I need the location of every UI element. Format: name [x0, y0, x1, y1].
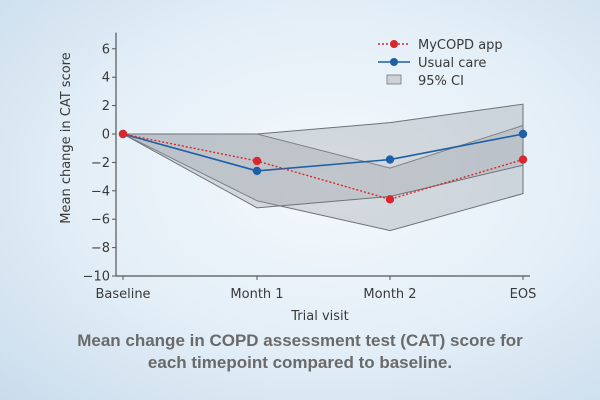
legend-item-mycopd: MyCOPD app — [378, 38, 503, 53]
legend-marker-usual-care — [390, 58, 398, 66]
data-point-usual-care — [385, 155, 395, 164]
legend-marker-mycopd — [390, 40, 398, 48]
chart: 6 4 2 0 −2 −4 −6 −8 −10 Baseline Month 1 Month 2 EO… — [59, 32, 536, 324]
legend-label-usual-care: Usual care — [418, 56, 486, 71]
x-ticks: Baseline Month 1 Month 2 EOS — [95, 276, 536, 302]
series-line-mycopd — [122, 133, 524, 201]
x-tick-label: Month 2 — [363, 287, 416, 302]
legend-item-ci: 95% CI — [386, 74, 464, 89]
y-tick-label: −4 — [91, 184, 110, 199]
series-line-usual-care — [122, 133, 524, 172]
legend-label-ci: 95% CI — [418, 74, 464, 89]
data-point-mycopd — [118, 129, 128, 139]
y-tick-label: −10 — [83, 270, 110, 285]
axes — [115, 32, 530, 277]
legend-item-usual-care: Usual care — [378, 56, 486, 71]
data-point-mycopd — [252, 156, 262, 166]
y-ticks: 6 4 2 0 −2 −4 −6 −8 −10 — [83, 42, 116, 285]
x-tick-label: EOS — [510, 287, 537, 302]
x-axis-title: Trial visit — [290, 309, 348, 324]
y-tick-label: 4 — [102, 71, 110, 86]
x-tick-label: Month 1 — [230, 287, 283, 302]
legend-label-mycopd: MyCOPD app — [418, 38, 503, 53]
y-axis-title: Mean change in CAT score — [59, 52, 74, 223]
y-tick-label: −6 — [91, 213, 110, 228]
x-tick-label: Baseline — [95, 287, 150, 302]
legend: MyCOPD app Usual care 95% CI — [378, 38, 503, 89]
y-tick-label: 0 — [102, 128, 110, 143]
series-lines — [118, 129, 528, 204]
data-point-usual-care — [252, 166, 262, 176]
y-tick-label: −2 — [91, 156, 110, 171]
legend-swatch-ci — [386, 74, 402, 85]
data-point-mycopd — [518, 155, 528, 164]
figure-caption: Mean change in COPD assessment test (CAT… — [0, 330, 600, 374]
data-point-usual-care — [518, 129, 528, 139]
y-tick-label: −8 — [91, 241, 110, 256]
ci-bands — [122, 103, 524, 232]
data-point-mycopd — [385, 195, 395, 204]
y-tick-label: 2 — [102, 99, 110, 114]
caption-line-1: Mean change in COPD assessment test (CAT… — [77, 331, 523, 350]
y-tick-label: 6 — [102, 42, 110, 57]
caption-line-2: each timepoint compared to baseline. — [147, 353, 453, 372]
